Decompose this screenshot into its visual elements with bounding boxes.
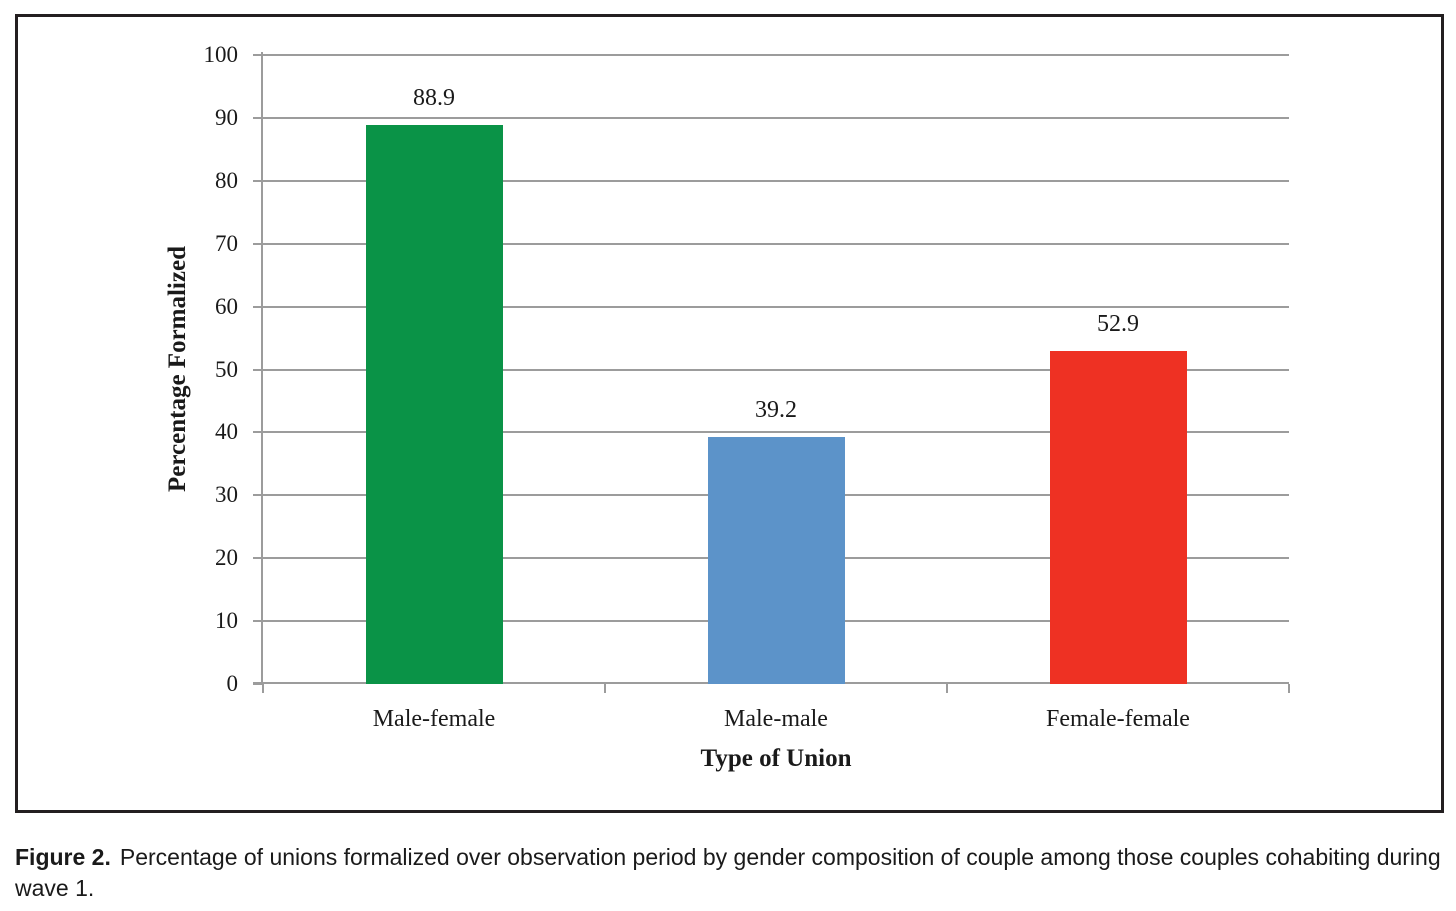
bar-male-male bbox=[708, 437, 845, 684]
x-axis-tick bbox=[604, 684, 606, 693]
bar-male-female bbox=[366, 125, 503, 684]
x-axis-tick bbox=[946, 684, 948, 693]
gridline bbox=[263, 180, 1289, 182]
gridline bbox=[263, 243, 1289, 245]
y-axis-tick bbox=[253, 54, 263, 56]
x-category-label: Male-male bbox=[724, 706, 828, 732]
y-axis-tick bbox=[253, 620, 263, 622]
y-axis-tick bbox=[253, 306, 263, 308]
bar-female-female bbox=[1050, 351, 1187, 684]
y-axis-tick-label: 0 bbox=[226, 671, 239, 696]
y-axis-tick bbox=[253, 180, 263, 182]
y-axis-tick bbox=[253, 557, 263, 559]
gridline bbox=[263, 431, 1289, 433]
y-axis-tick bbox=[253, 494, 263, 496]
y-axis-tick-label: 90 bbox=[215, 105, 238, 130]
gridline bbox=[263, 117, 1289, 119]
x-category-label: Male-female bbox=[372, 706, 496, 732]
y-axis-line bbox=[261, 52, 263, 684]
bar-value-label: 39.2 bbox=[755, 397, 797, 423]
y-axis-tick-label: 20 bbox=[215, 545, 238, 570]
gridline bbox=[263, 54, 1289, 56]
figure-caption-text: Percentage of unions formalized over obs… bbox=[15, 844, 1441, 901]
x-axis-title: Type of Union bbox=[700, 745, 852, 772]
y-axis-tick-label: 60 bbox=[215, 294, 238, 319]
plot-area: 0 10 20 30 40 50 60 70 80 90 100 88.9 Male-female 39.… bbox=[204, 42, 1290, 732]
y-axis-tick-label: 10 bbox=[215, 608, 238, 633]
gridline bbox=[263, 306, 1289, 308]
x-axis-tick bbox=[1288, 684, 1290, 693]
y-axis-tick-label: 80 bbox=[215, 168, 238, 193]
y-axis-tick-label: 50 bbox=[215, 357, 238, 382]
y-axis-tick bbox=[253, 117, 263, 119]
y-axis-tick-label: 30 bbox=[215, 482, 238, 507]
x-category-label: Female-female bbox=[1046, 706, 1190, 732]
y-axis-tick bbox=[253, 683, 263, 685]
y-axis-tick bbox=[253, 431, 263, 433]
figure-caption: Figure 2. Percentage of unions formalized… bbox=[15, 842, 1447, 904]
y-axis-tick bbox=[253, 369, 263, 371]
y-axis-tick-label: 100 bbox=[203, 42, 239, 67]
chart-frame: Percentage Formalized 0 10 20 30 40 50 60 70 80 9… bbox=[15, 14, 1444, 813]
bar-value-label: 52.9 bbox=[1097, 311, 1139, 337]
figure-caption-label: Figure 2. bbox=[15, 844, 111, 870]
bar-value-label: 88.9 bbox=[413, 85, 455, 111]
y-axis-tick bbox=[253, 243, 263, 245]
x-axis-tick bbox=[262, 684, 264, 693]
y-axis-tick-label: 40 bbox=[215, 419, 238, 444]
gridline bbox=[263, 369, 1289, 371]
y-axis-tick-label: 70 bbox=[215, 231, 238, 256]
